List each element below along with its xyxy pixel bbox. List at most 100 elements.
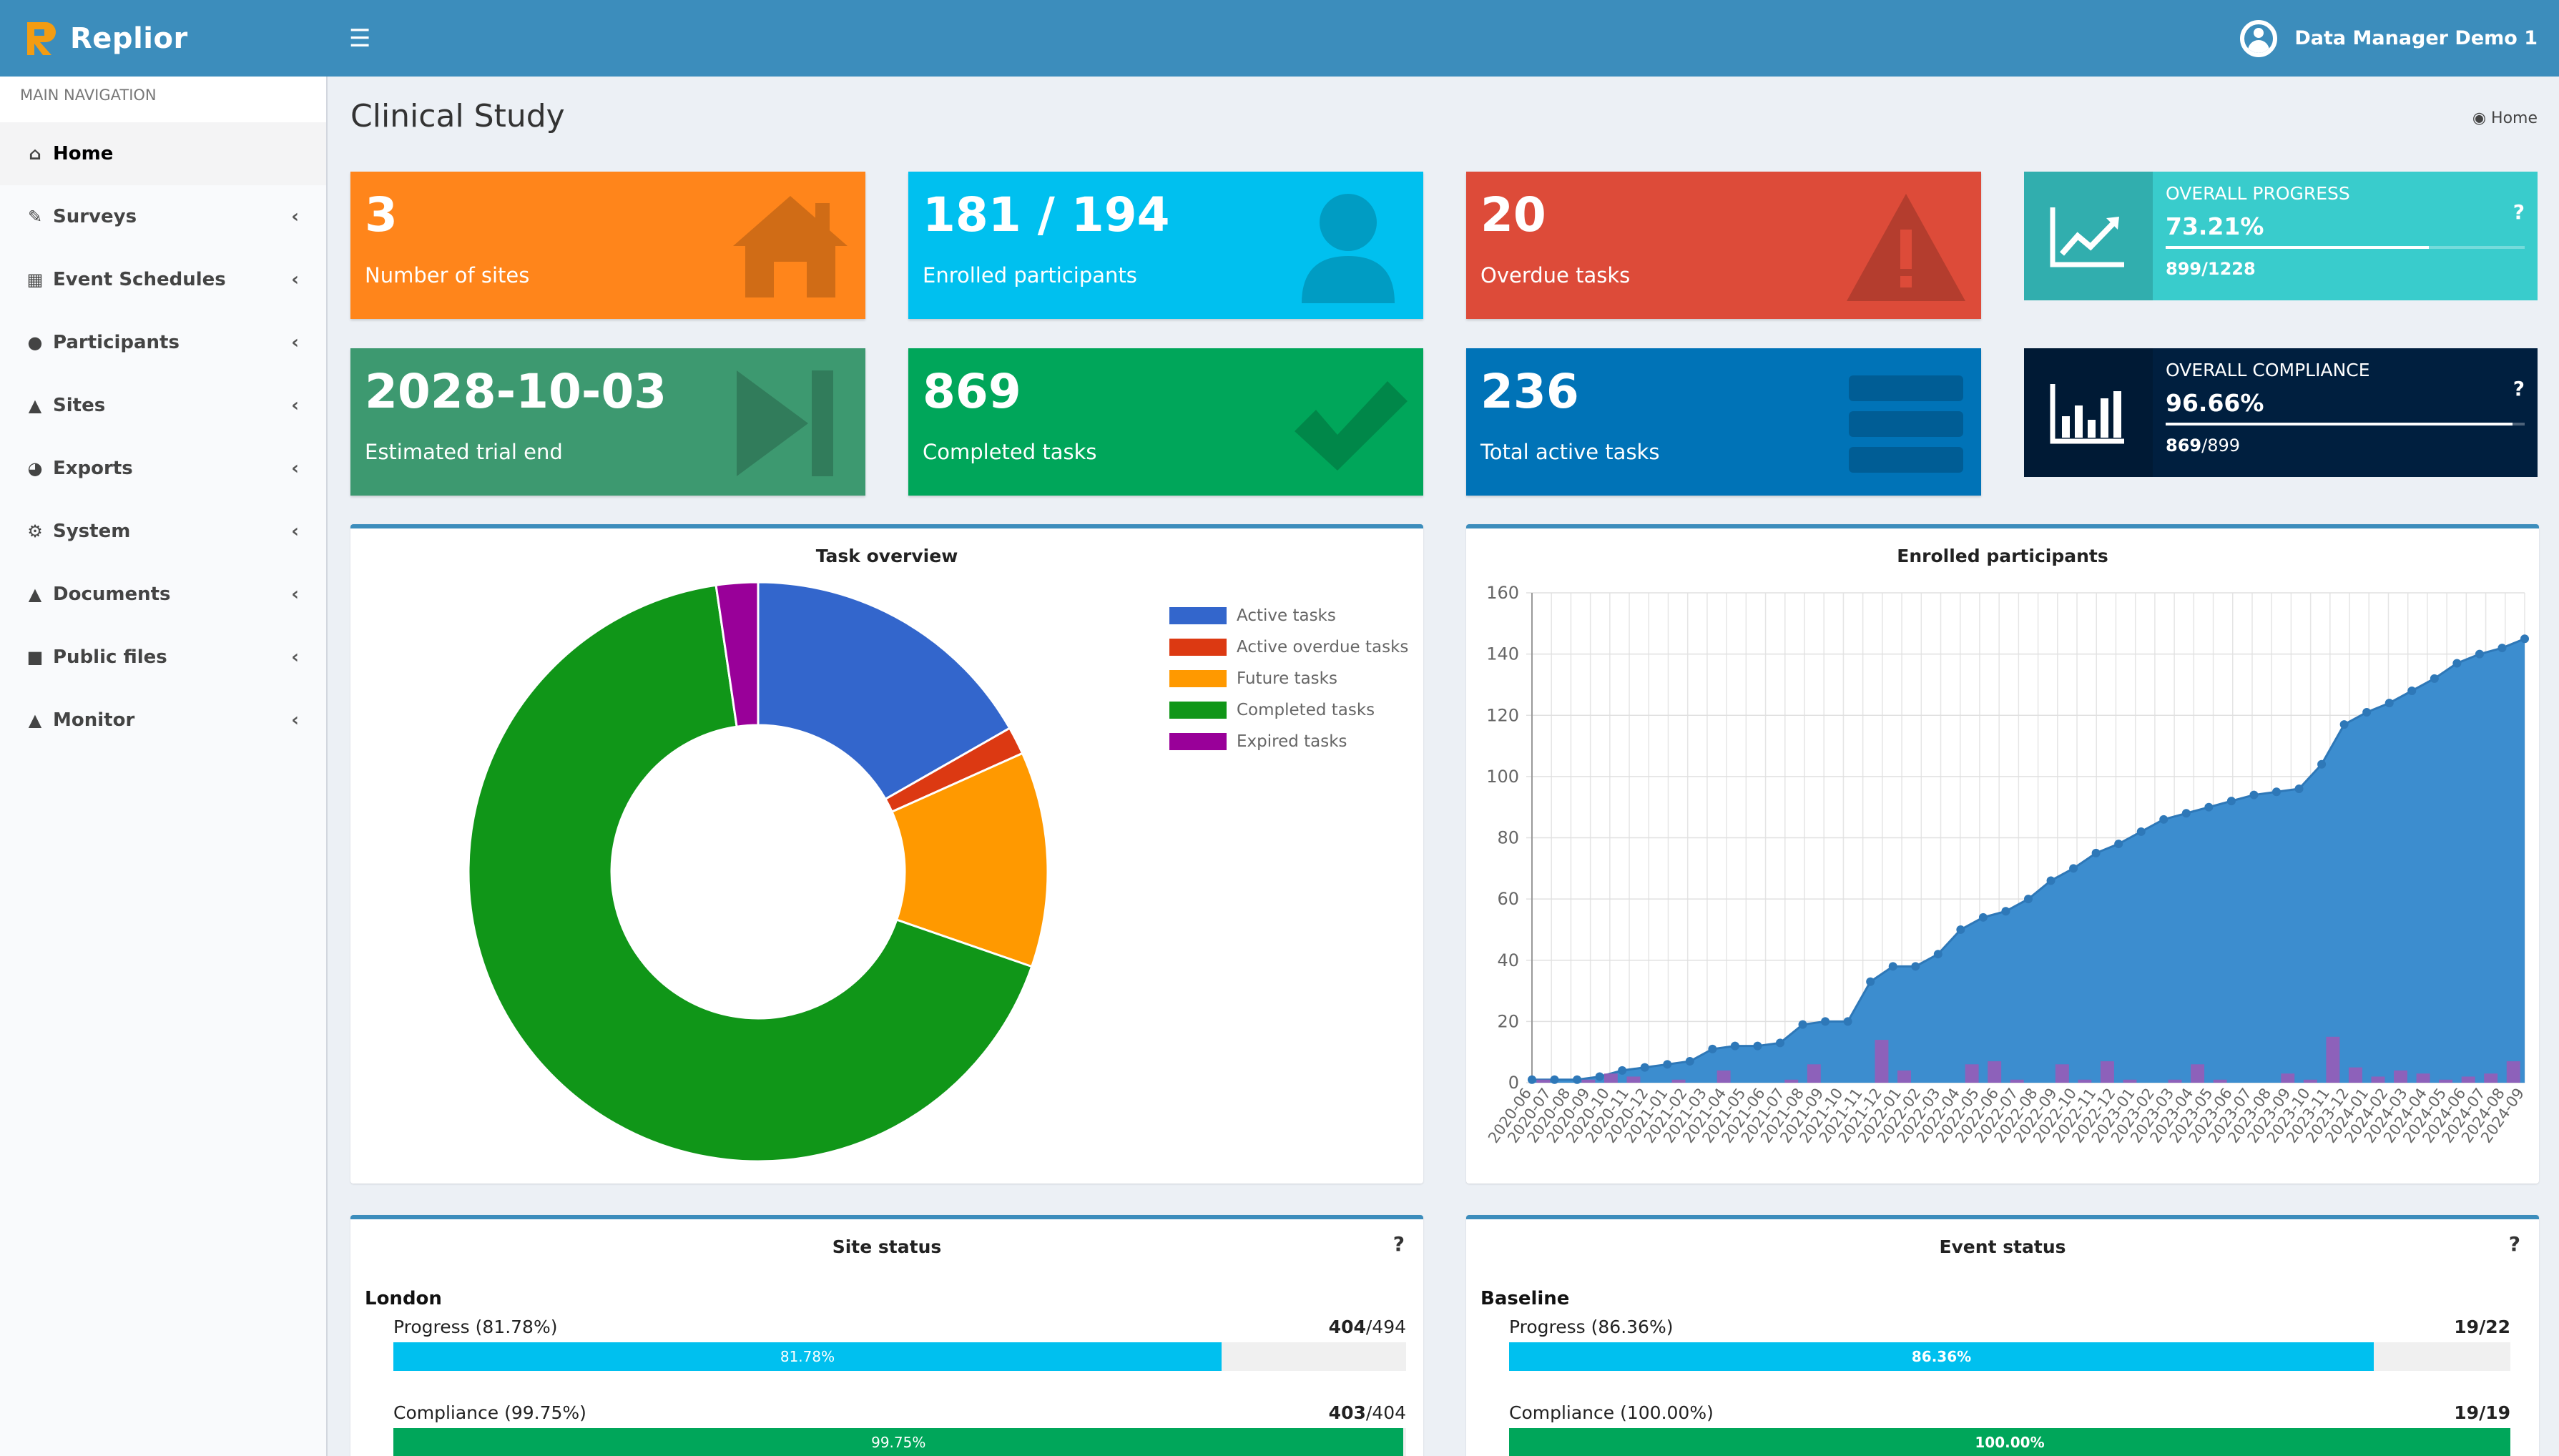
monthly-bar[interactable] bbox=[2484, 1073, 2498, 1083]
data-point[interactable] bbox=[1708, 1044, 1717, 1053]
monthly-bar[interactable] bbox=[2123, 1079, 2137, 1083]
help-icon[interactable]: ? bbox=[2508, 1232, 2520, 1256]
data-point[interactable] bbox=[2136, 827, 2146, 836]
data-point[interactable] bbox=[2520, 634, 2529, 644]
data-point[interactable] bbox=[2407, 687, 2417, 695]
help-icon[interactable]: ? bbox=[2513, 200, 2525, 224]
data-point[interactable] bbox=[2204, 802, 2214, 812]
menu-toggle-icon[interactable]: ☰ bbox=[349, 24, 371, 53]
app-logo[interactable]: Replior bbox=[0, 0, 328, 77]
data-point[interactable] bbox=[2452, 659, 2462, 668]
data-point[interactable] bbox=[2069, 864, 2078, 873]
monthly-bar[interactable] bbox=[1988, 1061, 2002, 1083]
data-point[interactable] bbox=[2046, 876, 2055, 885]
monthly-bar[interactable] bbox=[1897, 1070, 1911, 1083]
stat-box-active[interactable]: 236 Total active tasks bbox=[1466, 348, 1981, 496]
monthly-bar[interactable] bbox=[2055, 1064, 2069, 1083]
monthly-bar[interactable] bbox=[2506, 1061, 2520, 1083]
data-point[interactable] bbox=[2317, 759, 2327, 769]
data-point[interactable] bbox=[2001, 907, 2010, 916]
monthly-bar[interactable] bbox=[1807, 1064, 1821, 1083]
monthly-bar[interactable] bbox=[2078, 1079, 2092, 1083]
data-point[interactable] bbox=[1798, 1020, 1807, 1029]
stat-box-sites[interactable]: 3 Number of sites bbox=[350, 172, 865, 319]
data-point[interactable] bbox=[2497, 644, 2507, 653]
data-point[interactable] bbox=[1753, 1041, 1762, 1051]
legend-item[interactable]: Completed tasks bbox=[1169, 694, 1408, 726]
sidebar-item-event-schedules[interactable]: ▦ Event Schedules ‹ bbox=[0, 248, 326, 311]
sidebar-item-monitor[interactable]: ▲ Monitor ‹ bbox=[0, 689, 326, 752]
data-point[interactable] bbox=[1663, 1060, 1672, 1069]
monthly-bar[interactable] bbox=[2213, 1079, 2227, 1083]
monthly-bar[interactable] bbox=[1536, 1079, 1551, 1083]
sidebar-item-surveys[interactable]: ✎ Surveys ‹ bbox=[0, 185, 326, 248]
data-point[interactable] bbox=[1843, 1017, 1852, 1026]
data-point[interactable] bbox=[1640, 1063, 1649, 1072]
monthly-bar[interactable] bbox=[2100, 1061, 2114, 1083]
monthly-bar[interactable] bbox=[1626, 1076, 1641, 1083]
legend-item[interactable]: Future tasks bbox=[1169, 663, 1408, 694]
data-point[interactable] bbox=[1550, 1075, 1559, 1084]
data-point[interactable] bbox=[1911, 962, 1920, 971]
data-point[interactable] bbox=[2384, 699, 2394, 708]
data-point[interactable] bbox=[1730, 1041, 1739, 1051]
sidebar-item-exports[interactable]: ◕ Exports ‹ bbox=[0, 437, 326, 500]
monthly-bar[interactable] bbox=[1965, 1064, 1979, 1083]
data-point[interactable] bbox=[2362, 707, 2372, 717]
monthly-bar[interactable] bbox=[2168, 1079, 2182, 1083]
monthly-bar[interactable] bbox=[1671, 1079, 1686, 1083]
monthly-bar[interactable] bbox=[2191, 1064, 2205, 1083]
data-point[interactable] bbox=[1618, 1066, 1627, 1075]
data-point[interactable] bbox=[1888, 962, 1897, 971]
monthly-bar[interactable] bbox=[2416, 1073, 2430, 1083]
data-point[interactable] bbox=[2249, 790, 2259, 800]
sidebar-item-documents[interactable]: ▲ Documents ‹ bbox=[0, 563, 326, 626]
legend-item[interactable]: Active tasks bbox=[1169, 600, 1408, 631]
user-menu[interactable]: Data Manager Demo 1 bbox=[2240, 0, 2538, 77]
sidebar-item-public-files[interactable]: ■ Public files ‹ bbox=[0, 626, 326, 689]
stat-box-enrolled[interactable]: 181 / 194 Enrolled participants bbox=[908, 172, 1423, 319]
monthly-bar[interactable] bbox=[2010, 1079, 2024, 1083]
stat-box-trial-end[interactable]: 2028-10-03 Estimated trial end bbox=[350, 348, 865, 496]
monthly-bar[interactable] bbox=[1581, 1079, 1596, 1083]
monthly-bar[interactable] bbox=[2348, 1067, 2362, 1083]
help-icon[interactable]: ? bbox=[1393, 1232, 1405, 1256]
donut-slice[interactable] bbox=[890, 752, 1049, 968]
monthly-bar[interactable] bbox=[2461, 1076, 2475, 1083]
monthly-bar[interactable] bbox=[2439, 1079, 2453, 1083]
stat-box-overdue[interactable]: 20 Overdue tasks bbox=[1466, 172, 1981, 319]
data-point[interactable] bbox=[2272, 787, 2281, 797]
data-point[interactable] bbox=[1978, 913, 1988, 922]
sidebar-item-sites[interactable]: ▲ Sites ‹ bbox=[0, 374, 326, 437]
data-point[interactable] bbox=[1595, 1072, 1604, 1081]
data-point[interactable] bbox=[2024, 895, 2033, 904]
data-point[interactable] bbox=[1933, 950, 1942, 959]
legend-item[interactable]: Active overdue tasks bbox=[1169, 631, 1408, 663]
data-point[interactable] bbox=[1573, 1075, 1582, 1084]
sidebar-item-system[interactable]: ⚙ System ‹ bbox=[0, 500, 326, 563]
monthly-bar[interactable] bbox=[2371, 1076, 2385, 1083]
monthly-bar[interactable] bbox=[2303, 1079, 2317, 1083]
data-point[interactable] bbox=[2181, 809, 2191, 818]
donut-slice[interactable] bbox=[757, 581, 1011, 801]
data-point[interactable] bbox=[1528, 1075, 1536, 1084]
donut-slice[interactable] bbox=[714, 581, 760, 728]
monthly-bar[interactable] bbox=[1784, 1079, 1799, 1083]
donut-slice[interactable] bbox=[467, 584, 1033, 1163]
data-point[interactable] bbox=[2114, 840, 2123, 849]
data-point[interactable] bbox=[2430, 674, 2439, 683]
monthly-bar[interactable] bbox=[2394, 1070, 2407, 1083]
monthly-bar[interactable] bbox=[1875, 1040, 1889, 1083]
sidebar-item-home[interactable]: ⌂ Home bbox=[0, 122, 326, 185]
monthly-bar[interactable] bbox=[2281, 1073, 2295, 1083]
data-point[interactable] bbox=[1685, 1057, 1694, 1066]
data-point[interactable] bbox=[1776, 1038, 1784, 1048]
monthly-bar[interactable] bbox=[1603, 1073, 1618, 1083]
data-point[interactable] bbox=[2339, 720, 2349, 729]
legend-item[interactable]: Expired tasks bbox=[1169, 726, 1408, 757]
data-point[interactable] bbox=[2475, 649, 2484, 659]
data-point[interactable] bbox=[1821, 1017, 1830, 1026]
sidebar-item-participants[interactable]: ● Participants ‹ bbox=[0, 311, 326, 374]
monthly-bar[interactable] bbox=[1716, 1070, 1731, 1083]
data-point[interactable] bbox=[2294, 784, 2304, 793]
